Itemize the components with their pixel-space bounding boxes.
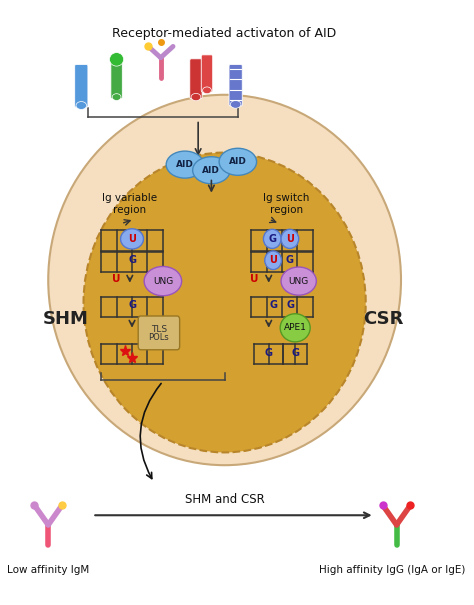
Ellipse shape xyxy=(281,229,299,249)
Ellipse shape xyxy=(166,151,204,178)
Text: U: U xyxy=(250,274,259,284)
Ellipse shape xyxy=(281,267,316,295)
FancyBboxPatch shape xyxy=(75,64,88,107)
Text: POLs: POLs xyxy=(148,333,169,342)
Text: Ig switch
region: Ig switch region xyxy=(263,193,310,215)
Text: G: G xyxy=(291,348,299,358)
Text: U: U xyxy=(269,255,277,265)
Text: CSR: CSR xyxy=(363,310,403,329)
FancyBboxPatch shape xyxy=(201,55,213,92)
Text: U: U xyxy=(112,274,121,284)
Text: G: G xyxy=(287,300,295,310)
Ellipse shape xyxy=(112,94,121,100)
Text: G: G xyxy=(286,255,294,265)
Text: AID: AID xyxy=(202,166,220,175)
Ellipse shape xyxy=(76,102,87,110)
Text: G: G xyxy=(269,300,277,310)
FancyBboxPatch shape xyxy=(111,62,122,99)
Ellipse shape xyxy=(219,148,256,175)
Ellipse shape xyxy=(83,152,366,453)
Ellipse shape xyxy=(120,229,144,249)
Text: AID: AID xyxy=(176,160,194,169)
Ellipse shape xyxy=(202,87,211,94)
Ellipse shape xyxy=(264,229,281,249)
Text: Receptor-mediated activaton of AID: Receptor-mediated activaton of AID xyxy=(112,27,337,40)
Text: Ig variable
region: Ig variable region xyxy=(102,193,157,215)
Text: G: G xyxy=(264,348,273,358)
Ellipse shape xyxy=(191,93,201,100)
Ellipse shape xyxy=(109,53,124,66)
Text: High affinity IgG (IgA or IgE): High affinity IgG (IgA or IgE) xyxy=(319,565,465,575)
Ellipse shape xyxy=(230,100,241,108)
Ellipse shape xyxy=(192,157,230,184)
Ellipse shape xyxy=(265,251,282,270)
Text: U: U xyxy=(128,234,136,244)
Text: SHM and CSR: SHM and CSR xyxy=(185,493,264,506)
FancyBboxPatch shape xyxy=(138,316,180,350)
Text: SHM: SHM xyxy=(43,310,89,329)
Ellipse shape xyxy=(280,314,310,342)
Ellipse shape xyxy=(144,266,182,296)
Ellipse shape xyxy=(48,95,401,465)
Text: U: U xyxy=(286,234,294,244)
Text: UNG: UNG xyxy=(153,276,173,286)
Text: Low affinity IgM: Low affinity IgM xyxy=(7,565,90,575)
Text: TLS: TLS xyxy=(151,325,167,334)
Text: G: G xyxy=(268,234,276,244)
Text: UNG: UNG xyxy=(289,276,309,286)
Text: G: G xyxy=(128,255,136,265)
Text: APE1: APE1 xyxy=(284,323,307,332)
FancyBboxPatch shape xyxy=(229,64,242,106)
Text: G: G xyxy=(128,300,136,310)
FancyBboxPatch shape xyxy=(190,59,202,99)
Text: AID: AID xyxy=(229,157,247,166)
